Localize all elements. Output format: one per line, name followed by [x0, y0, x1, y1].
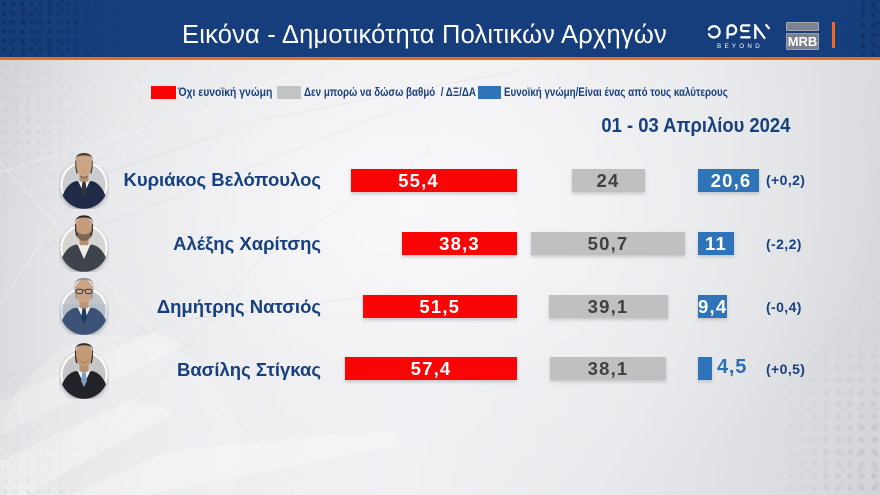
svg-text:BEYOND: BEYOND	[717, 43, 763, 50]
